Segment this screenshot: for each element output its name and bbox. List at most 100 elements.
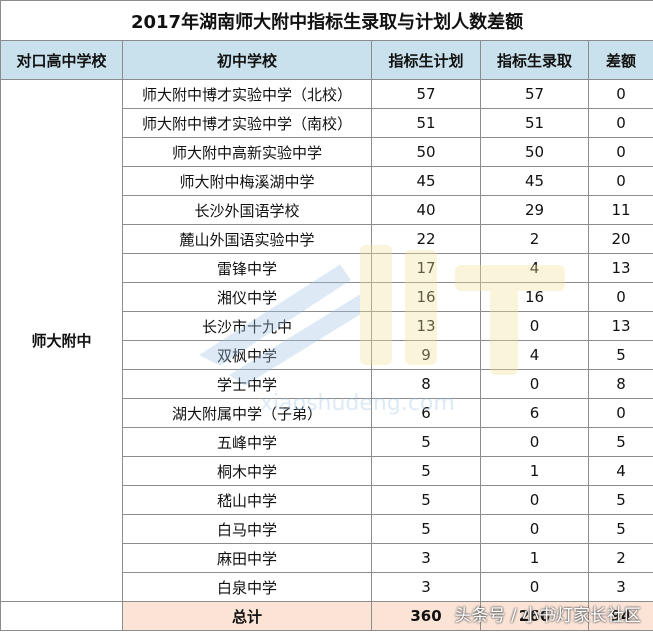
diff-cell: 5 [587, 514, 653, 544]
table-row: 白马中学 5 0 5 [1, 514, 653, 544]
plan-cell: 5 [371, 485, 481, 515]
credit-text: 头条号 / 小书灯家长社区 [454, 606, 641, 626]
admitted-cell: 0 [480, 514, 589, 544]
total-label: 总计 [122, 601, 372, 631]
admitted-cell: 0 [480, 311, 589, 341]
admitted-cell: 0 [480, 572, 589, 602]
header-diff: 差额 [587, 40, 653, 80]
table-row: 雷锋中学 17 4 13 [1, 253, 653, 283]
plan-cell: 50 [371, 137, 481, 167]
total-admitted: 266 [480, 601, 589, 631]
total-diff: 94 [587, 601, 653, 631]
school-name-cell: 师大附中博才实验中学（南校） [122, 108, 372, 138]
table-row: 白泉中学 3 0 3 [1, 572, 653, 602]
total-plan: 360 [371, 601, 481, 631]
diff-cell: 20 [587, 224, 653, 254]
school-name-cell: 双枫中学 [122, 340, 372, 370]
school-name-cell: 五峰中学 [122, 427, 372, 457]
table-row: 麻田中学 3 1 2 [1, 543, 653, 573]
plan-cell: 51 [371, 108, 481, 138]
plan-cell: 5 [371, 514, 481, 544]
admitted-cell: 50 [480, 137, 589, 167]
diff-cell: 4 [587, 456, 653, 486]
admitted-cell: 51 [480, 108, 589, 138]
school-name-cell: 师大附中博才实验中学（北校） [122, 79, 372, 109]
admitted-cell: 57 [480, 79, 589, 109]
admitted-cell: 1 [480, 456, 589, 486]
table-row: 嵇山中学 5 0 5 [1, 485, 653, 515]
admitted-cell: 16 [480, 282, 589, 312]
diff-cell: 5 [587, 485, 653, 515]
plan-cell: 5 [371, 456, 481, 486]
table-row: 师大附中高新实验中学 50 50 0 [1, 137, 653, 167]
school-name-cell: 白马中学 [122, 514, 372, 544]
diff-cell: 0 [587, 137, 653, 167]
diff-cell: 0 [587, 398, 653, 428]
header-row: 对口高中学校 初中学校 指标生计划 指标生录取 差额 [0, 40, 653, 80]
diff-cell: 0 [587, 282, 653, 312]
header-plan: 指标生计划 [371, 40, 481, 80]
admitted-cell: 6 [480, 398, 589, 428]
plan-cell: 45 [371, 166, 481, 196]
admitted-cell: 0 [480, 427, 589, 457]
diff-cell: 5 [587, 427, 653, 457]
plan-cell: 13 [371, 311, 481, 341]
plan-cell: 17 [371, 253, 481, 283]
school-name-cell: 师大附中梅溪湖中学 [122, 166, 372, 196]
header-high-school: 对口高中学校 [0, 40, 123, 80]
header-admitted: 指标生录取 [480, 40, 589, 80]
school-name-cell: 雷锋中学 [122, 253, 372, 283]
school-name-cell: 白泉中学 [122, 572, 372, 602]
table-row: 麓山外国语实验中学 22 2 20 [1, 224, 653, 254]
total-blank-cell [0, 601, 123, 631]
table-row: 学士中学 8 0 8 [1, 369, 653, 399]
table-row: 长沙外国语学校 40 29 11 [1, 195, 653, 225]
diff-cell: 8 [587, 369, 653, 399]
diff-cell: 5 [587, 340, 653, 370]
school-name-cell: 桐木中学 [122, 456, 372, 486]
admitted-cell: 2 [480, 224, 589, 254]
diff-cell: 11 [587, 195, 653, 225]
admitted-cell: 4 [480, 340, 589, 370]
table-row: 师大附中博才实验中学（南校） 51 51 0 [1, 108, 653, 138]
table-title: 2017年湖南师大附中指标生录取与计划人数差额 [0, 0, 653, 41]
school-name-cell: 麓山外国语实验中学 [122, 224, 372, 254]
admitted-cell: 29 [480, 195, 589, 225]
diff-cell: 13 [587, 253, 653, 283]
school-name-cell: 麻田中学 [122, 543, 372, 573]
diff-cell: 0 [587, 108, 653, 138]
plan-cell: 3 [371, 543, 481, 573]
school-name-cell: 长沙市十九中 [122, 311, 372, 341]
admitted-cell: 4 [480, 253, 589, 283]
table-row: 师大附中梅溪湖中学 45 45 0 [1, 166, 653, 196]
total-row: 总计 360 266 94 [0, 601, 653, 631]
table-row: 双枫中学 9 4 5 [1, 340, 653, 370]
diff-cell: 3 [587, 572, 653, 602]
admitted-cell: 0 [480, 485, 589, 515]
school-name-cell: 湘仪中学 [122, 282, 372, 312]
admitted-cell: 0 [480, 369, 589, 399]
plan-cell: 40 [371, 195, 481, 225]
admitted-cell: 1 [480, 543, 589, 573]
table-row: 桐木中学 5 1 4 [1, 456, 653, 486]
school-name-cell: 长沙外国语学校 [122, 195, 372, 225]
plan-cell: 9 [371, 340, 481, 370]
school-name-cell: 嵇山中学 [122, 485, 372, 515]
school-name-cell: 学士中学 [122, 369, 372, 399]
plan-cell: 8 [371, 369, 481, 399]
diff-cell: 2 [587, 543, 653, 573]
school-name-cell: 湖大附属中学（子弟） [122, 398, 372, 428]
diff-cell: 0 [587, 79, 653, 109]
diff-cell: 0 [587, 166, 653, 196]
admitted-cell: 45 [480, 166, 589, 196]
plan-cell: 5 [371, 427, 481, 457]
high-school-cell: 师大附中 [0, 79, 123, 602]
plan-cell: 16 [371, 282, 481, 312]
title-row: 2017年湖南师大附中指标生录取与计划人数差额 [0, 0, 653, 41]
table-row: 湖大附属中学（子弟） 6 6 0 [1, 398, 653, 428]
diff-cell: 13 [587, 311, 653, 341]
header-middle-school: 初中学校 [122, 40, 372, 80]
school-name-cell: 师大附中高新实验中学 [122, 137, 372, 167]
table-row: 师大附中 师大附中博才实验中学（北校） 57 57 0 [0, 79, 653, 602]
plan-cell: 57 [371, 79, 481, 109]
